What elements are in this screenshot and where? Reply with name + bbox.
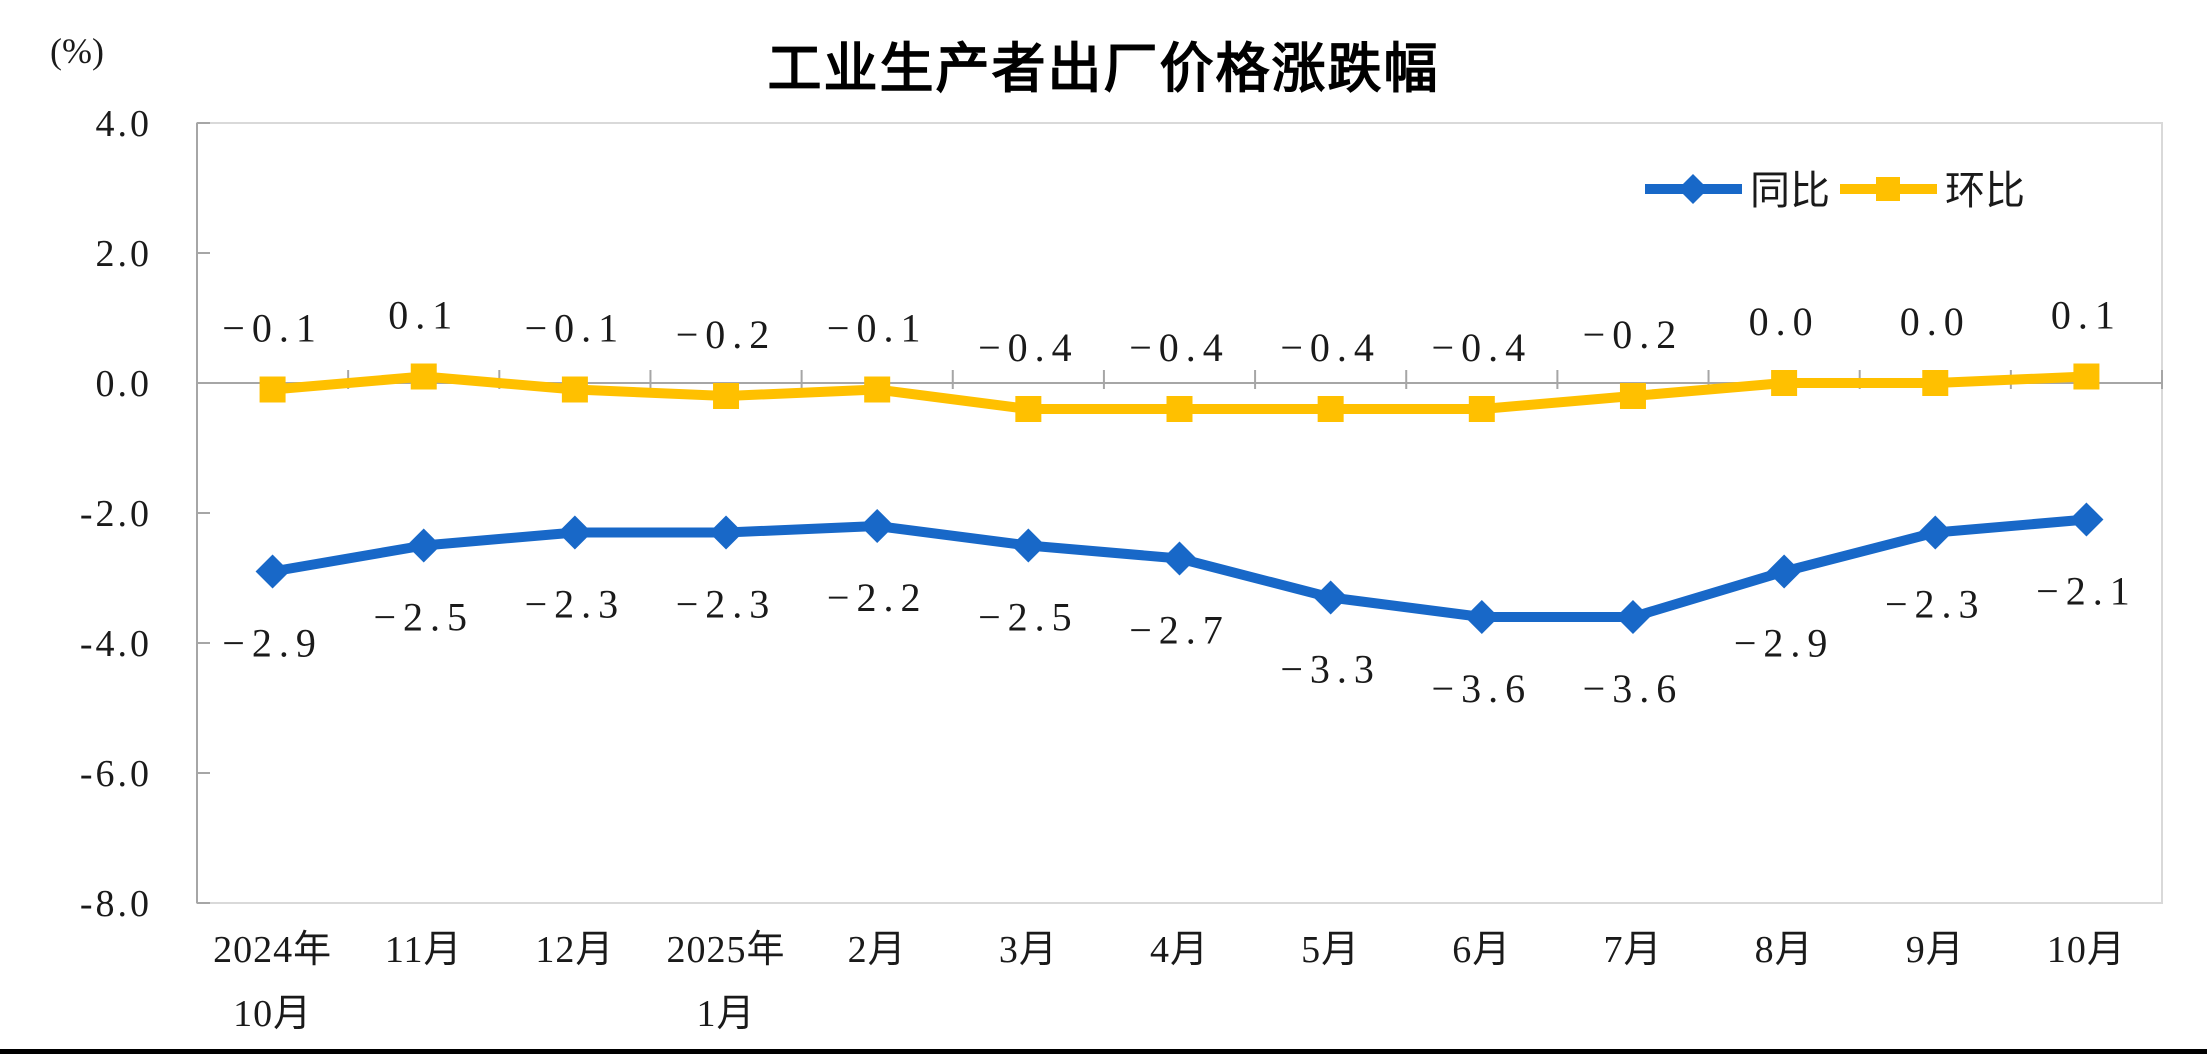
data-label: −2.9 — [222, 621, 323, 666]
data-point-square-icon — [1771, 370, 1798, 396]
bottom-divider — [0, 1049, 2207, 1054]
legend-yoy-label: 同比 — [1750, 169, 1830, 213]
data-point-square-icon — [713, 383, 740, 409]
data-label: −2.7 — [1129, 608, 1230, 653]
y-tick-label: 2.0 — [96, 233, 153, 275]
y-axis-unit-label: (%) — [50, 31, 104, 71]
data-point-diamond-icon — [406, 528, 441, 563]
data-label: −0.2 — [676, 312, 777, 357]
data-point-square-icon — [561, 376, 588, 403]
data-label: 0.0 — [1749, 299, 1820, 344]
x-category-label-line2: 10月 — [233, 993, 312, 1035]
legend-mom-square-icon — [1876, 177, 1900, 201]
data-label: −2.3 — [676, 582, 777, 627]
data-point-diamond-icon — [1464, 600, 1499, 634]
data-label: −3.6 — [1583, 666, 1684, 711]
data-label: −0.4 — [1129, 325, 1230, 370]
legend-item-yoy: 同比 — [1645, 169, 1830, 213]
x-category-label: 2024年 — [213, 929, 332, 971]
data-label: −3.3 — [1280, 647, 1381, 692]
x-axis-labels: 2024年 10月 11月 12月 2025年 1月 2月 3月 4月 5月 6月 7月 8月 9月 10月 — [213, 929, 2126, 1035]
data-point-square-icon — [410, 363, 437, 390]
data-point-diamond-icon — [1767, 554, 1802, 589]
data-point-square-icon — [1166, 396, 1193, 422]
data-label: 0.0 — [1900, 299, 1971, 344]
data-label: 0.1 — [388, 293, 459, 338]
data-label: −0.4 — [978, 325, 1079, 370]
data-label: 0.1 — [2051, 293, 2122, 338]
data-label: −2.5 — [978, 595, 1079, 640]
data-point-square-icon — [1619, 383, 1646, 409]
data-label: −0.1 — [222, 306, 323, 351]
data-point-square-icon — [259, 376, 286, 403]
data-label: −0.4 — [1432, 325, 1533, 370]
data-point-diamond-icon — [1615, 600, 1650, 634]
data-label: −2.2 — [827, 575, 928, 620]
x-category-label: 12月 — [535, 929, 614, 971]
data-label: −0.1 — [827, 306, 928, 351]
data-label: −2.1 — [2036, 569, 2137, 614]
data-point-diamond-icon — [709, 515, 744, 550]
data-point-square-icon — [1015, 396, 1042, 422]
y-tick-label: -4.0 — [80, 623, 152, 665]
data-point-diamond-icon — [255, 554, 290, 589]
legend-yoy-diamond-icon — [1678, 174, 1708, 204]
data-point-diamond-icon — [1011, 528, 1046, 563]
x-axis-ticks — [196, 370, 2163, 389]
x-category-label: 10月 — [2047, 929, 2126, 971]
data-label: −2.3 — [1885, 582, 1986, 627]
y-tick-label: -8.0 — [80, 883, 152, 925]
x-category-label: 4月 — [1150, 929, 1209, 971]
data-label: −2.9 — [1734, 621, 1835, 666]
chart-title: 工业生产者出厂价格涨跌幅 — [767, 39, 1440, 99]
y-tick-label: 0.0 — [96, 363, 153, 405]
legend-mom-label: 环比 — [1945, 169, 2025, 213]
data-point-square-icon — [2073, 363, 2100, 390]
data-point-square-icon — [1468, 396, 1495, 422]
x-category-label: 8月 — [1755, 929, 1814, 971]
x-category-label: 6月 — [1452, 929, 1511, 971]
y-tick-label: -6.0 — [80, 753, 152, 795]
x-category-label: 7月 — [1603, 929, 1662, 971]
data-point-diamond-icon — [860, 509, 895, 543]
data-point-diamond-icon — [557, 515, 592, 550]
data-point-diamond-icon — [2069, 502, 2104, 537]
y-tick-label: -2.0 — [80, 493, 152, 535]
x-category-label: 2月 — [848, 929, 907, 971]
data-label: −0.1 — [525, 306, 626, 351]
x-category-label: 2025年 — [667, 929, 786, 971]
data-point-diamond-icon — [1313, 580, 1348, 615]
series-环比: −0.1 0.1 −0.1 −0.2 −0.1 −0.4 −0.4 −0.4 −0.4 −0.2 0… — [222, 293, 2122, 422]
plot-border — [196, 122, 2163, 904]
y-axis: 4.0 2.0 0.0 -2.0 -4.0 -6.0 -8.0 — [80, 103, 210, 925]
data-label: −2.3 — [525, 582, 626, 627]
series-同比: −2.9 −2.5 −2.3 −2.3 −2.2 −2.5 −2.7 −3.3 −3.6 −3.6… — [222, 502, 2137, 711]
legend: 同比 环比 — [1645, 169, 2025, 213]
x-category-label: 9月 — [1906, 929, 1965, 971]
data-label: −0.4 — [1280, 325, 1381, 370]
y-tick-label: 4.0 — [96, 103, 153, 145]
x-category-label-line2: 1月 — [697, 993, 756, 1035]
data-point-square-icon — [1922, 370, 1949, 396]
x-category-label: 11月 — [385, 929, 463, 971]
x-category-label: 5月 — [1301, 929, 1360, 971]
data-point-diamond-icon — [1918, 515, 1953, 550]
data-label: −2.5 — [373, 595, 474, 640]
legend-item-mom: 环比 — [1840, 169, 2025, 213]
data-label: −3.6 — [1432, 666, 1533, 711]
data-label: −0.2 — [1583, 312, 1684, 357]
data-point-diamond-icon — [1162, 541, 1197, 576]
data-point-square-icon — [864, 376, 891, 403]
data-point-square-icon — [1317, 396, 1344, 422]
x-category-label: 3月 — [999, 929, 1058, 971]
